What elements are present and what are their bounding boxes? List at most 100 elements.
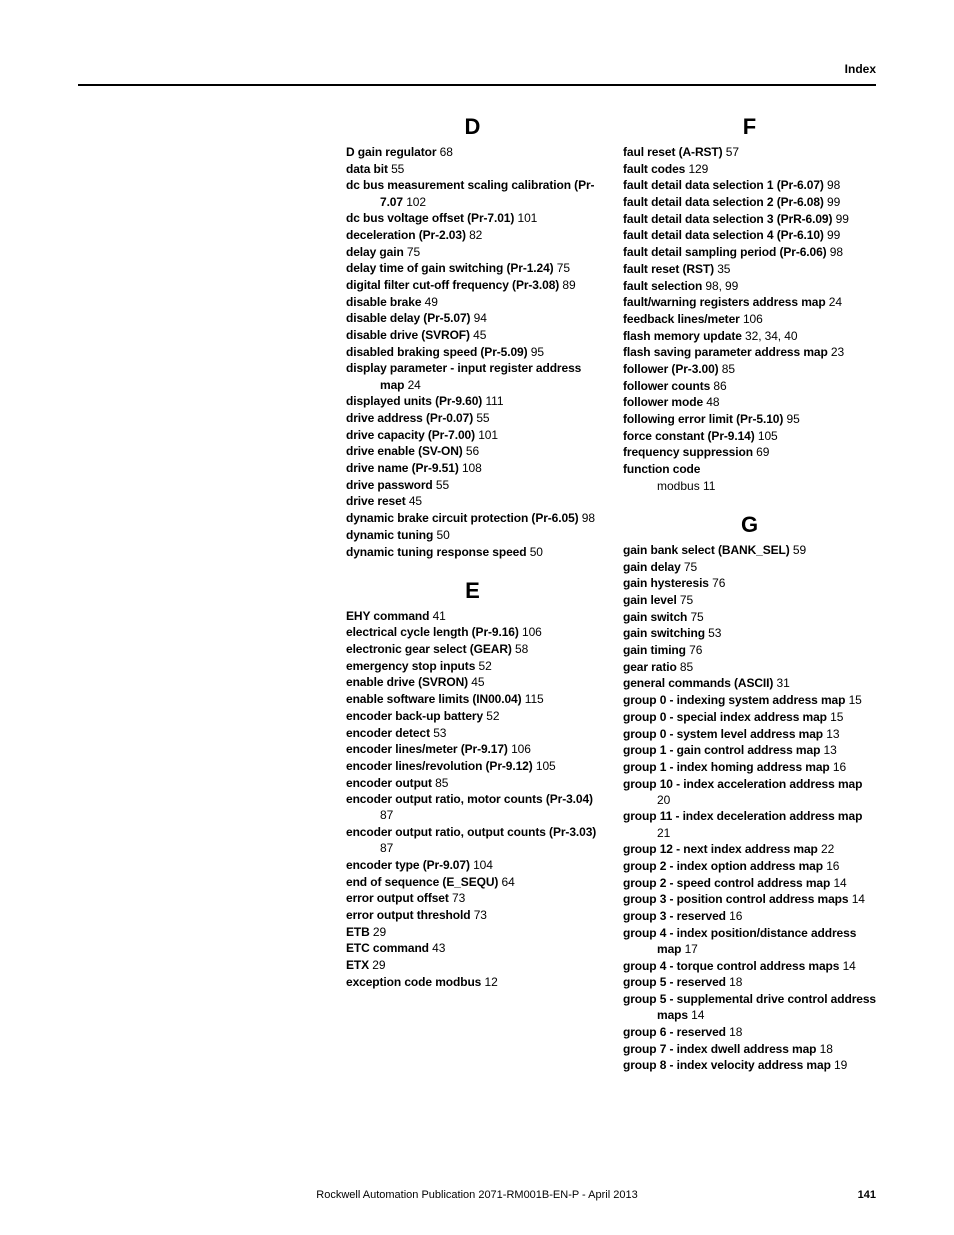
index-term: dynamic tuning <box>346 528 433 542</box>
index-page: 55 <box>388 162 404 176</box>
index-page: 20 <box>657 793 670 807</box>
index-entry: drive capacity (Pr-7.00) 101 <box>346 427 599 443</box>
index-page: 14 <box>688 1008 704 1022</box>
index-term: gain switch <box>623 610 687 624</box>
index-term: group 7 - index dwell address map <box>623 1042 816 1056</box>
index-page: 55 <box>433 478 449 492</box>
index-page: 57 <box>723 145 739 159</box>
index-entry: fault selection 98, 99 <box>623 278 876 294</box>
index-entry: group 6 - reserved 18 <box>623 1024 876 1040</box>
index-page: 105 <box>533 759 556 773</box>
index-page: 85 <box>432 776 448 790</box>
index-term: fault reset (RST) <box>623 262 714 276</box>
index-term: dynamic tuning response speed <box>346 545 526 559</box>
index-page: 14 <box>848 892 864 906</box>
index-entry: dynamic brake circuit protection (Pr-6.0… <box>346 510 599 526</box>
index-page: 43 <box>429 941 445 955</box>
index-page: 53 <box>705 626 721 640</box>
index-page: 14 <box>839 959 855 973</box>
index-page: 18 <box>726 1025 742 1039</box>
index-entry: gain bank select (BANK_SEL) 59 <box>623 542 876 558</box>
index-term: follower mode <box>623 395 703 409</box>
index-page: 75 <box>404 245 420 259</box>
index-term: drive capacity (Pr-7.00) <box>346 428 475 442</box>
index-page: 129 <box>685 162 708 176</box>
index-page: 106 <box>740 312 763 326</box>
index-entry: emergency stop inputs 52 <box>346 658 599 674</box>
index-entry: delay time of gain switching (Pr-1.24) 7… <box>346 260 599 276</box>
index-term: frequency suppression <box>623 445 753 459</box>
header-label: Index <box>845 62 876 76</box>
index-entry: encoder lines/revolution (Pr-9.12) 105 <box>346 758 599 774</box>
page-footer: Rockwell Automation Publication 2071-RM0… <box>78 1189 876 1201</box>
section-g-entries: gain bank select (BANK_SEL) 59 gain delay… <box>623 542 876 1074</box>
index-page: 17 <box>681 942 697 956</box>
index-term: ETB <box>346 925 370 939</box>
section-letter-f: F <box>623 114 876 140</box>
index-entry: drive password 55 <box>346 477 599 493</box>
index-term: ETX <box>346 958 369 972</box>
index-term: following error limit (Pr-5.10) <box>623 412 783 426</box>
index-page: 52 <box>483 709 499 723</box>
index-entry: follower mode 48 <box>623 394 876 410</box>
index-page: 24 <box>404 378 420 392</box>
index-entry: encoder output ratio, motor counts (Pr-3… <box>346 791 599 823</box>
index-page: 106 <box>508 742 531 756</box>
index-term: group 4 - torque control address maps <box>623 959 839 973</box>
index-page: 85 <box>719 362 735 376</box>
index-entry: fault reset (RST) 35 <box>623 261 876 277</box>
index-entry: encoder output 85 <box>346 775 599 791</box>
index-term: fault detail data selection 2 (Pr-6.08) <box>623 195 824 209</box>
index-page: 75 <box>681 560 697 574</box>
index-term: encoder output ratio, motor counts (Pr-3… <box>346 792 593 806</box>
index-term: drive enable (SV-ON) <box>346 444 463 458</box>
page-header: Index <box>78 60 876 86</box>
index-entry: group 12 - next index address map 22 <box>623 841 876 857</box>
index-page: 35 <box>714 262 730 276</box>
index-entry: group 4 - torque control address maps 14 <box>623 958 876 974</box>
index-page: 22 <box>818 842 834 856</box>
index-page: 85 <box>677 660 693 674</box>
index-entry: group 4 - index position/distance addres… <box>623 925 876 957</box>
index-term: group 12 - next index address map <box>623 842 818 856</box>
index-term: dc bus voltage offset (Pr-7.01) <box>346 211 514 225</box>
index-page: 73 <box>470 908 486 922</box>
index-page: 111 <box>482 394 503 408</box>
index-term: gain bank select (BANK_SEL) <box>623 543 790 557</box>
index-term: dc bus measurement scaling calibration (… <box>346 178 594 208</box>
section-letter-d: D <box>346 114 599 140</box>
index-page: 32, 34, 40 <box>742 329 798 343</box>
index-entry: gear ratio 85 <box>623 659 876 675</box>
index-term: encoder lines/revolution (Pr-9.12) <box>346 759 533 773</box>
index-page: 86 <box>710 379 726 393</box>
index-page: 29 <box>369 958 385 972</box>
index-term: gain level <box>623 593 677 607</box>
index-page: 102 <box>403 195 426 209</box>
index-term: gain delay <box>623 560 681 574</box>
index-term: encoder output <box>346 776 432 790</box>
index-page: 15 <box>827 710 843 724</box>
index-entry: encoder back-up battery 52 <box>346 708 599 724</box>
index-page: 75 <box>554 261 570 275</box>
index-entry: drive address (Pr-0.07) 55 <box>346 410 599 426</box>
index-entry: disable drive (SVROF) 45 <box>346 327 599 343</box>
index-page: 18 <box>816 1042 832 1056</box>
index-term: disable brake <box>346 295 421 309</box>
index-term: encoder output ratio, output counts (Pr-… <box>346 825 596 839</box>
index-term: gain switching <box>623 626 705 640</box>
index-entry: deceleration (Pr-2.03) 82 <box>346 227 599 243</box>
index-entry: follower counts 86 <box>623 378 876 394</box>
index-entry: electronic gear select (GEAR) 58 <box>346 641 599 657</box>
index-term: emergency stop inputs <box>346 659 475 673</box>
index-page: 98 <box>824 178 840 192</box>
index-page: 115 <box>522 692 544 706</box>
index-page: 41 <box>429 609 445 623</box>
index-page: 52 <box>475 659 491 673</box>
index-entry: group 2 - index option address map 16 <box>623 858 876 874</box>
index-page: 105 <box>755 429 778 443</box>
index-entry: disable brake 49 <box>346 294 599 310</box>
index-entry: group 1 - index homing address map 16 <box>623 759 876 775</box>
index-page: 89 <box>559 278 575 292</box>
index-entry: data bit 55 <box>346 161 599 177</box>
index-entry: drive enable (SV-ON) 56 <box>346 443 599 459</box>
